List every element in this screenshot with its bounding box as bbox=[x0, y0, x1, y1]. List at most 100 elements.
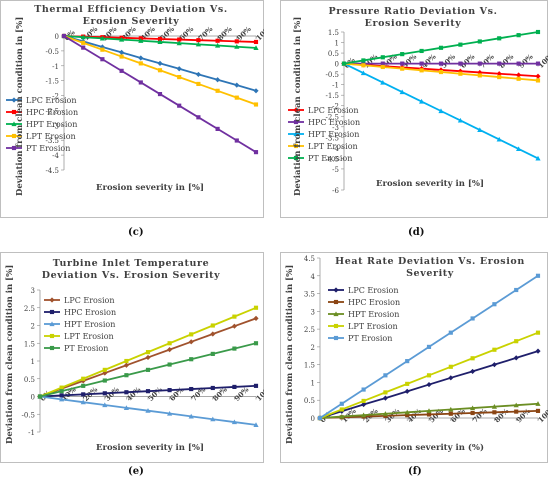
y-tick-label: 1 bbox=[311, 379, 315, 387]
y-tick-label: -3 bbox=[52, 122, 59, 130]
legend-marker bbox=[11, 97, 17, 103]
data-point bbox=[157, 39, 163, 45]
data-point bbox=[119, 36, 125, 42]
y-tick-label: 1.5 bbox=[328, 29, 339, 37]
data-point bbox=[405, 359, 410, 364]
data-point bbox=[317, 415, 323, 421]
x-tick-label: 50% bbox=[146, 385, 164, 403]
data-point bbox=[189, 357, 194, 362]
data-point bbox=[234, 39, 239, 44]
chart-title-line: Turbine Inlet Temperature bbox=[53, 258, 210, 269]
data-point bbox=[477, 61, 482, 66]
data-point bbox=[119, 54, 124, 59]
data-point bbox=[157, 36, 163, 42]
data-point bbox=[491, 404, 497, 409]
data-point bbox=[361, 63, 366, 68]
data-point bbox=[535, 273, 541, 278]
legend-label: PT Erosion bbox=[348, 334, 392, 343]
data-point bbox=[167, 362, 172, 367]
legend-marker bbox=[49, 333, 55, 339]
data-point bbox=[426, 412, 432, 417]
data-point bbox=[81, 392, 86, 397]
data-point bbox=[215, 77, 221, 83]
chart-frame-d bbox=[280, 0, 548, 218]
chart-thermal-efficiency: Thermal Efficiency Deviation Vs. Erosion … bbox=[6, 4, 264, 196]
x-tick-label: 60% bbox=[458, 52, 476, 70]
data-point bbox=[145, 354, 151, 361]
data-point bbox=[189, 332, 194, 337]
data-point bbox=[514, 409, 519, 414]
x-axis-label: Erosion severity in [%] bbox=[376, 179, 484, 189]
data-point bbox=[477, 69, 483, 76]
data-point bbox=[157, 68, 163, 73]
chart-title-line: Thermal Efficiency Deviation Vs. bbox=[34, 4, 227, 15]
data-point bbox=[188, 339, 194, 345]
legend-label: HPT Erosion bbox=[64, 320, 115, 329]
legend-label: LPT Erosion bbox=[64, 332, 114, 341]
legend-label: LPC Erosion bbox=[308, 106, 358, 115]
data-point bbox=[419, 98, 425, 104]
data-point bbox=[448, 375, 454, 381]
data-point bbox=[102, 391, 107, 396]
data-point bbox=[253, 39, 259, 45]
y-tick-label: 4 bbox=[311, 273, 316, 281]
y-tick-label: -4.5 bbox=[46, 167, 60, 175]
data-point bbox=[496, 136, 502, 142]
data-point bbox=[404, 388, 410, 394]
data-point bbox=[253, 422, 259, 427]
caption-e: (e) bbox=[128, 466, 144, 477]
y-axis-label: Deviation from clean condition in [%] bbox=[15, 17, 25, 196]
data-point bbox=[380, 61, 385, 66]
data-point bbox=[138, 55, 144, 61]
y-tick-label: 0 bbox=[55, 33, 59, 41]
x-tick-label: 100% bbox=[254, 21, 264, 43]
legend-marker bbox=[49, 309, 55, 315]
legend-label: PT Erosion bbox=[308, 154, 352, 163]
y-tick-label: 0 bbox=[311, 415, 315, 423]
chart-title-line: Pressure Ratio Deviation Vs. bbox=[328, 6, 497, 17]
y-tick-label: -0.5 bbox=[326, 71, 340, 79]
data-point bbox=[210, 385, 215, 391]
legend-marker bbox=[333, 287, 339, 293]
legend-marker bbox=[49, 321, 55, 327]
y-tick-label: -2 bbox=[332, 103, 339, 111]
y-axis-label: Deviation from clean condition in [%] bbox=[285, 265, 295, 444]
y-tick-label: 1 bbox=[31, 358, 35, 366]
data-point bbox=[361, 58, 366, 63]
data-point bbox=[419, 68, 424, 73]
y-tick-label: 3.5 bbox=[304, 291, 315, 299]
data-point bbox=[81, 383, 86, 388]
data-point bbox=[145, 367, 151, 372]
data-point bbox=[253, 150, 259, 155]
data-point bbox=[535, 330, 541, 335]
data-point bbox=[497, 36, 502, 41]
data-point bbox=[145, 408, 151, 413]
data-point bbox=[210, 331, 216, 337]
data-point bbox=[380, 79, 386, 85]
data-point bbox=[339, 413, 345, 419]
data-point bbox=[438, 108, 444, 114]
data-point bbox=[383, 373, 388, 378]
y-tick-label: 3 bbox=[31, 287, 35, 295]
data-point bbox=[535, 78, 541, 83]
chart-frame-e bbox=[0, 252, 264, 463]
data-point bbox=[80, 399, 86, 405]
data-point bbox=[535, 155, 541, 161]
data-point bbox=[157, 60, 163, 66]
data-point bbox=[59, 385, 64, 390]
data-point bbox=[339, 401, 344, 406]
data-point bbox=[513, 355, 519, 361]
data-point bbox=[100, 57, 105, 62]
data-point bbox=[231, 419, 237, 425]
data-point bbox=[383, 390, 388, 395]
data-point bbox=[426, 344, 432, 349]
data-point bbox=[361, 412, 367, 418]
y-axis-label: Deviation from clean condition in [%] bbox=[5, 265, 15, 444]
y-tick-label: 0.5 bbox=[24, 376, 35, 384]
data-point bbox=[215, 42, 221, 48]
y-tick-label: -0.5 bbox=[22, 411, 36, 419]
x-axis-label: Erosion severity in [%] bbox=[96, 183, 204, 193]
data-point bbox=[492, 347, 497, 352]
legend-marker bbox=[11, 109, 17, 115]
